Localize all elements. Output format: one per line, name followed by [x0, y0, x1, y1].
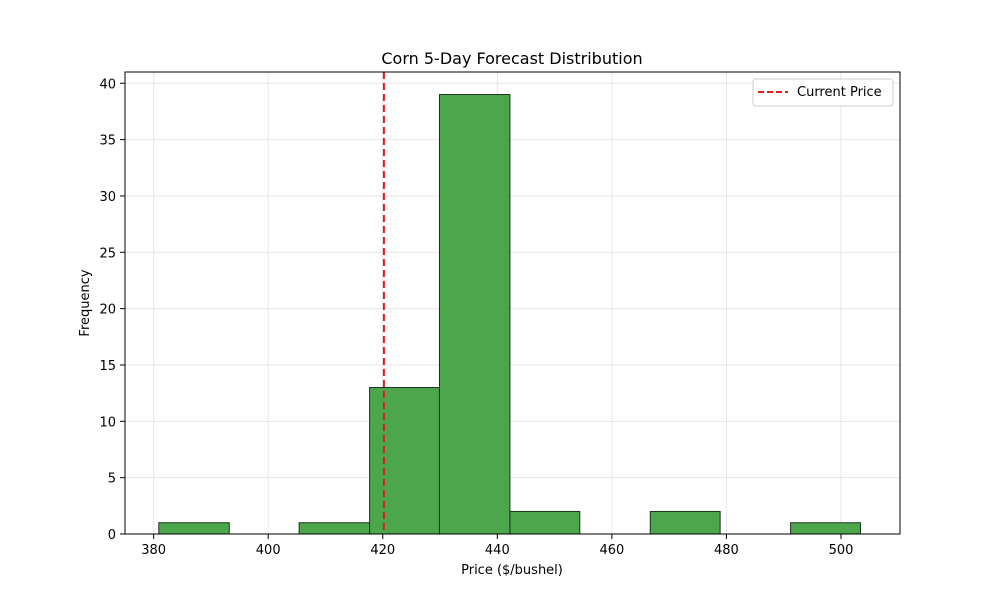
- x-axis-ticks: 380 400 420 440 460 480 500: [141, 534, 853, 558]
- histogram-bar: [790, 522, 861, 535]
- x-tick-label: 460: [599, 543, 624, 558]
- x-tick-label: 440: [485, 543, 510, 558]
- legend-box: [752, 78, 894, 107]
- histogram-bar: [438, 94, 511, 535]
- y-axis-ticks: 0 5 10 15 20 25 30 35 40: [99, 77, 125, 543]
- y-tick-label: 0: [108, 528, 116, 543]
- x-tick-label: 420: [370, 543, 395, 558]
- x-axis-label: Price ($/bushel): [461, 563, 563, 578]
- y-tick-label: 40: [99, 77, 116, 92]
- y-tick-label: 30: [99, 190, 116, 205]
- histogram-bar: [509, 510, 581, 535]
- histogram-bar: [649, 510, 721, 535]
- x-tick-label: 380: [141, 543, 166, 558]
- y-tick-label: 25: [99, 246, 116, 261]
- bars-layer: [158, 94, 861, 535]
- x-tick-label: 480: [714, 543, 739, 558]
- histogram-bar: [369, 387, 440, 535]
- grid-layer: [125, 72, 900, 535]
- histogram-bar: [298, 522, 371, 535]
- y-tick-label: 20: [99, 303, 116, 318]
- y-tick-label: 35: [99, 134, 116, 149]
- y-tick-label: 5: [108, 472, 116, 487]
- legend-label-current-price: Current Price: [797, 85, 882, 100]
- plot-frame: [124, 71, 901, 535]
- x-tick-label: 500: [829, 543, 854, 558]
- y-tick-label: 10: [99, 415, 116, 430]
- legend: Current Price: [752, 78, 894, 107]
- y-axis-label: Frequency: [78, 269, 93, 336]
- x-tick-label: 400: [256, 543, 281, 558]
- y-tick-label: 15: [99, 359, 116, 374]
- histogram-bar: [158, 522, 230, 535]
- chart-title: Corn 5-Day Forecast Distribution: [381, 49, 642, 68]
